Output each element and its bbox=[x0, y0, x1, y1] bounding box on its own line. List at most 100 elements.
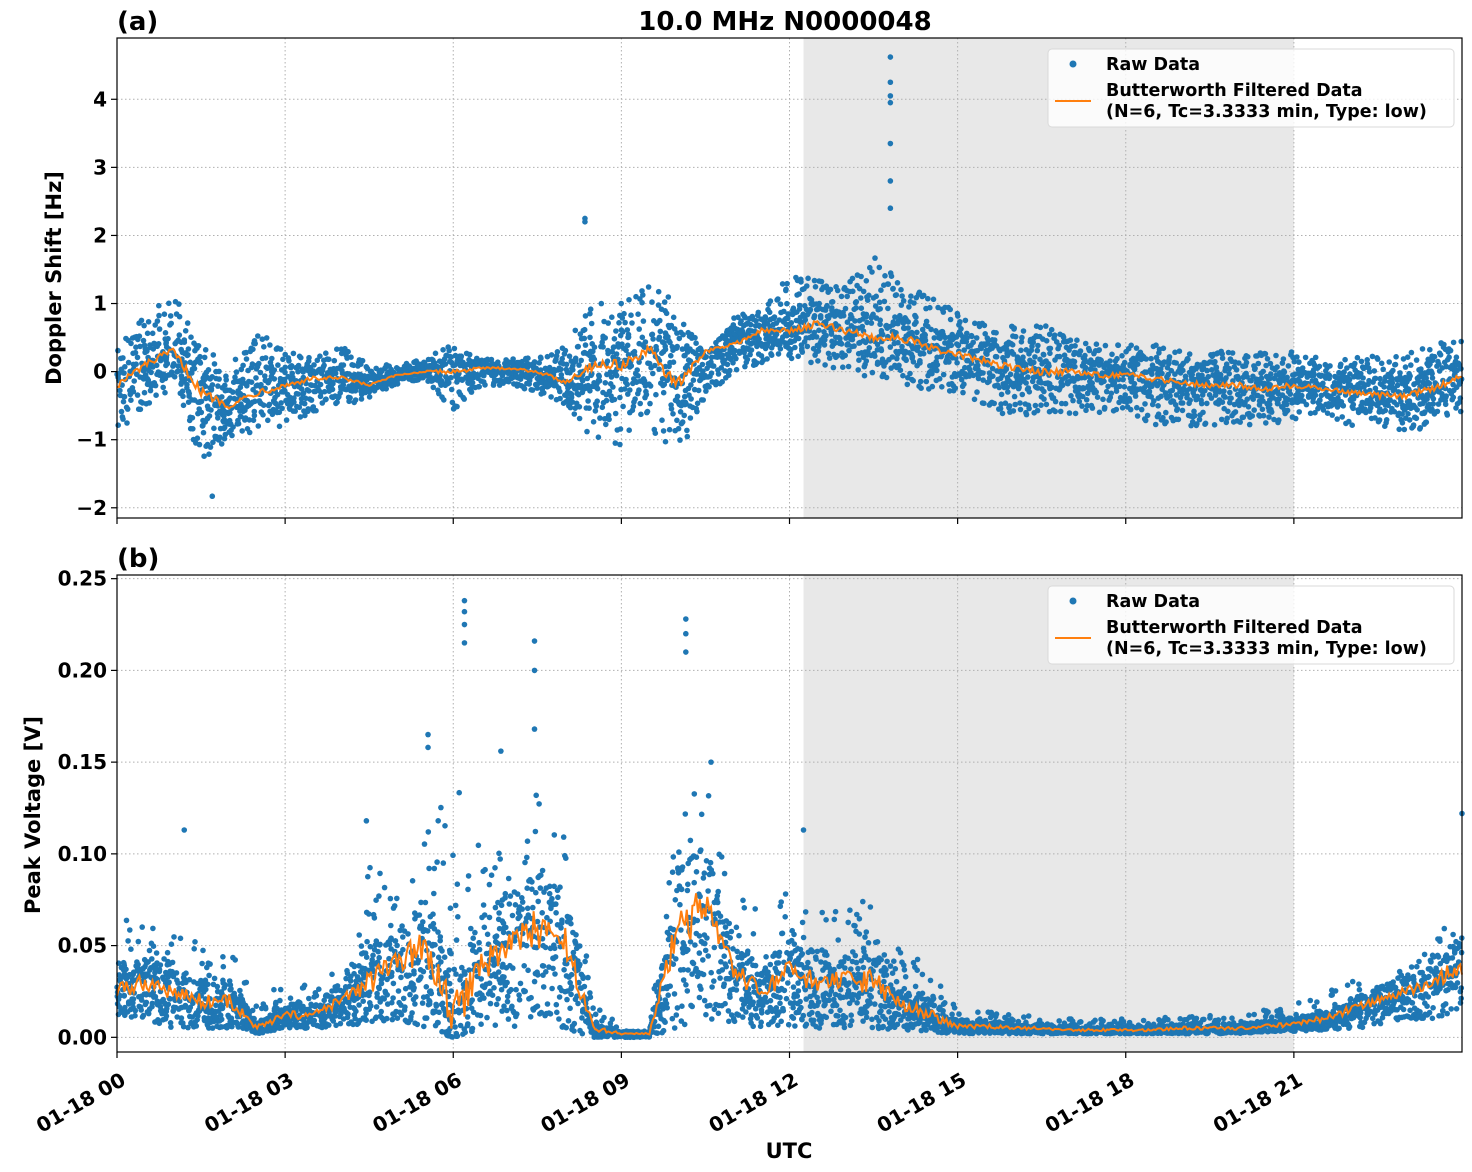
raw-data-point bbox=[1234, 391, 1241, 398]
raw-data-point bbox=[1038, 380, 1045, 386]
raw-data-point bbox=[412, 1001, 418, 1007]
raw-data-point bbox=[900, 298, 907, 304]
raw-data-point bbox=[1310, 398, 1316, 405]
raw-data-point bbox=[1399, 420, 1406, 426]
raw-data-point bbox=[258, 409, 265, 415]
raw-data-point bbox=[584, 375, 591, 382]
raw-data-point bbox=[677, 409, 684, 415]
raw-data-point bbox=[1237, 419, 1243, 425]
raw-data-outlier bbox=[887, 93, 894, 99]
raw-data-point bbox=[877, 317, 883, 324]
raw-data-point bbox=[877, 306, 883, 312]
raw-data-point bbox=[321, 362, 327, 369]
raw-data-point bbox=[862, 339, 869, 346]
raw-data-point bbox=[710, 363, 717, 369]
raw-data-point bbox=[624, 342, 631, 349]
raw-data-point bbox=[672, 397, 679, 404]
raw-data-point bbox=[1339, 372, 1346, 379]
raw-data-point bbox=[1458, 338, 1464, 345]
raw-data-point bbox=[840, 364, 846, 371]
raw-data-point bbox=[1114, 365, 1121, 372]
raw-data-point bbox=[581, 349, 588, 356]
raw-data-point bbox=[933, 358, 939, 365]
raw-data-point bbox=[149, 956, 155, 962]
raw-data-point bbox=[1304, 374, 1311, 380]
raw-data-point bbox=[790, 305, 797, 312]
raw-data-point bbox=[1005, 389, 1011, 395]
raw-data-point bbox=[1256, 398, 1263, 404]
raw-data-point bbox=[1358, 403, 1364, 409]
raw-data-point bbox=[206, 972, 212, 979]
raw-data-point bbox=[946, 334, 953, 341]
raw-data-point bbox=[430, 384, 437, 391]
raw-data-point bbox=[127, 368, 133, 375]
raw-data-point bbox=[348, 354, 354, 361]
raw-data-point bbox=[1252, 365, 1258, 372]
raw-data-point bbox=[974, 389, 980, 395]
raw-data-point bbox=[803, 306, 810, 313]
raw-data-point bbox=[767, 316, 773, 323]
raw-data-point bbox=[1402, 374, 1409, 381]
raw-data-point bbox=[798, 342, 805, 348]
raw-data-point bbox=[681, 412, 687, 419]
raw-data-point bbox=[563, 392, 570, 399]
raw-data-point bbox=[1348, 397, 1354, 404]
raw-data-point bbox=[184, 320, 191, 326]
raw-data-point bbox=[971, 396, 978, 403]
raw-data-point bbox=[1043, 323, 1049, 329]
raw-data-point bbox=[587, 306, 594, 313]
raw-data-point bbox=[1132, 393, 1139, 399]
raw-data-point bbox=[1298, 398, 1304, 404]
raw-data-point bbox=[909, 343, 915, 349]
raw-data-point bbox=[378, 980, 385, 987]
raw-data-point bbox=[1398, 377, 1404, 384]
raw-data-point bbox=[275, 362, 281, 368]
raw-data-point bbox=[464, 1014, 471, 1020]
raw-data-point bbox=[640, 292, 646, 298]
raw-data-outlier bbox=[887, 79, 894, 86]
raw-data-point bbox=[235, 420, 242, 427]
raw-data-point bbox=[421, 1023, 427, 1030]
raw-data-point bbox=[674, 343, 680, 350]
raw-data-point bbox=[660, 389, 667, 396]
raw-data-point bbox=[227, 409, 233, 416]
raw-data-point bbox=[1000, 345, 1007, 352]
raw-data-point bbox=[1450, 394, 1457, 401]
raw-data-point bbox=[1424, 393, 1430, 399]
raw-data-point bbox=[1245, 404, 1252, 410]
raw-data-point bbox=[600, 333, 606, 340]
raw-data-point bbox=[1219, 351, 1225, 357]
raw-data-point bbox=[233, 369, 240, 375]
raw-data-point bbox=[382, 382, 388, 389]
raw-data-point bbox=[864, 319, 870, 326]
raw-data-point bbox=[1226, 370, 1232, 377]
raw-data-point bbox=[882, 273, 888, 279]
raw-data-point bbox=[605, 412, 612, 419]
raw-data-point bbox=[141, 342, 148, 349]
raw-data-point bbox=[1142, 389, 1148, 396]
raw-data-point bbox=[1423, 380, 1430, 387]
raw-data-point bbox=[750, 340, 756, 346]
raw-data-point bbox=[1115, 342, 1122, 349]
raw-data-point bbox=[246, 402, 252, 409]
raw-data-point bbox=[250, 417, 257, 424]
raw-data-point bbox=[953, 355, 959, 362]
raw-data-point bbox=[135, 938, 142, 945]
raw-data-point bbox=[1453, 405, 1459, 411]
raw-data-point bbox=[1364, 361, 1371, 367]
raw-data-point bbox=[821, 306, 827, 313]
raw-data-point bbox=[605, 320, 611, 326]
raw-data-point bbox=[1268, 409, 1275, 415]
raw-data-point bbox=[440, 362, 447, 368]
raw-data-point bbox=[665, 294, 672, 300]
raw-data-point bbox=[200, 381, 207, 387]
raw-data-point bbox=[671, 326, 678, 332]
raw-data-point bbox=[211, 975, 218, 982]
raw-data-point bbox=[373, 1004, 380, 1010]
raw-data-point bbox=[482, 382, 488, 388]
raw-data-point bbox=[647, 383, 654, 389]
raw-data-point bbox=[175, 363, 181, 369]
raw-data-point bbox=[558, 366, 564, 373]
raw-data-point bbox=[208, 387, 215, 393]
raw-data-point bbox=[1332, 373, 1338, 380]
